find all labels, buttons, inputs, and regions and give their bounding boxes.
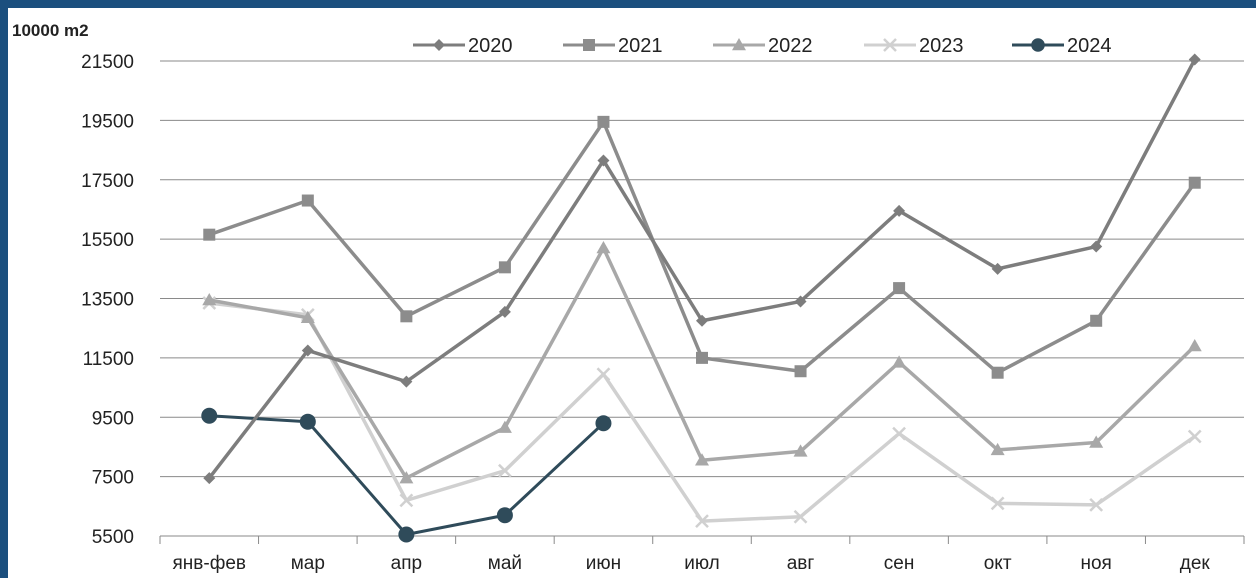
data-point-2021 [498,261,511,274]
data-point-2021 [893,282,906,295]
series-2021 [203,115,1201,379]
data-point-2021 [794,365,807,378]
y-axis-ticks: 5500 7500 9500 11500 13500 15500 17500 19500 215… [81,52,134,548]
x-tick-label: апр [391,553,422,574]
legend-item-2023: 2023 [864,35,964,57]
data-point-2021 [1090,314,1103,327]
data-point-2024 [496,507,513,524]
grid [159,60,1245,544]
data-point-2022 [300,310,315,324]
series-line-2023 [209,301,1196,523]
series-line-2020 [207,58,1197,480]
y-tick-label: 15500 [81,230,134,251]
y-tick-label: 21500 [81,52,134,73]
data-point-2022 [990,442,1005,456]
series [201,53,1202,543]
data-point-2021 [301,194,314,207]
x-tick-label: ноя [1081,553,1112,574]
legend-item-2022: 2022 [713,35,813,57]
legend: 2020 2021 2022 2023 2024 [413,35,1112,57]
data-point-2020 [991,262,1004,275]
chart-frame: 5500 7500 9500 11500 13500 15500 17500 19500 215… [8,8,1256,578]
data-point-2024 [595,415,612,432]
series-line-2021 [208,120,1197,375]
data-point-2022 [695,453,709,466]
data-point-2022 [399,471,414,484]
data-point-2023 [1187,429,1202,444]
y-tick-label: 11500 [83,349,134,370]
data-point-2020 [597,154,610,167]
legend-label: 2021 [618,35,663,57]
data-point-2022 [892,355,907,368]
y-tick-label: 5500 [92,527,134,548]
legend-label: 2020 [468,35,513,57]
data-point-2021 [991,366,1004,379]
y-tick-label: 19500 [81,111,134,132]
data-point-2022 [497,420,512,433]
legend-marker [732,38,746,51]
x-tick-label: авг [787,553,815,574]
legend-marker [1031,38,1045,52]
data-point-2020 [1188,53,1201,66]
y-tick-label: 7500 [92,468,134,489]
legend-item-2021: 2021 [563,35,663,57]
data-point-2021 [203,228,216,241]
x-tick-label: мар [291,553,325,574]
legend-item-2024: 2024 [1012,35,1112,57]
data-point-2023 [695,514,709,529]
x-tick-label: сен [884,553,915,574]
data-point-2021 [1188,176,1201,189]
legend-marker [433,39,445,51]
data-point-2020 [893,204,906,217]
data-point-2024 [398,526,415,543]
x-tick-label: июн [586,553,621,574]
data-point-2020 [696,314,708,327]
data-point-2021 [696,351,708,364]
x-tick-label: окт [984,553,1012,574]
data-point-2022 [1089,435,1104,448]
y-tick-label: 9500 [92,408,134,429]
legend-label: 2024 [1067,35,1112,57]
data-point-2020 [400,375,413,388]
data-point-2023 [990,496,1005,511]
series-2022 [202,241,1202,484]
data-point-2024 [201,407,218,424]
x-axis-ticks: янв-фев мар апр май июн июл авг сен окт ноя дек [173,553,1211,574]
data-point-2020 [203,472,216,485]
x-tick-label: июл [684,553,720,574]
data-point-2022 [793,444,808,457]
data-point-2023 [399,493,414,508]
data-point-2023 [892,426,906,441]
data-point-2023 [793,509,808,524]
x-tick-label: янв-фев [173,553,247,574]
legend-marker [883,38,897,52]
data-point-2023 [1089,497,1104,512]
series-2024 [201,407,612,543]
data-point-2020 [1090,240,1103,253]
line-chart: 5500 7500 9500 11500 13500 15500 17500 19500 215… [12,21,1245,574]
series-2023 [202,296,1202,529]
legend-marker [583,39,595,51]
legend-label: 2022 [768,35,813,57]
x-tick-label: дек [1180,553,1211,574]
data-point-2021 [400,310,413,323]
data-point-2023 [498,463,512,478]
x-tick-label: май [488,553,522,574]
y-tick-label: 13500 [81,290,134,311]
series-2020 [203,53,1201,485]
data-point-2023 [596,367,611,382]
data-point-2020 [498,305,511,318]
data-point-2024 [299,413,316,430]
data-point-2022 [596,241,611,254]
data-point-2020 [794,295,807,308]
data-point-2022 [202,292,217,306]
legend-item-2020: 2020 [413,35,513,57]
data-point-2022 [1187,339,1202,352]
data-point-2021 [597,115,610,128]
y-axis-unit-label: 10000 m2 [12,21,89,40]
legend-label: 2023 [919,35,964,57]
data-point-2020 [301,344,314,357]
y-tick-label: 17500 [81,171,134,192]
